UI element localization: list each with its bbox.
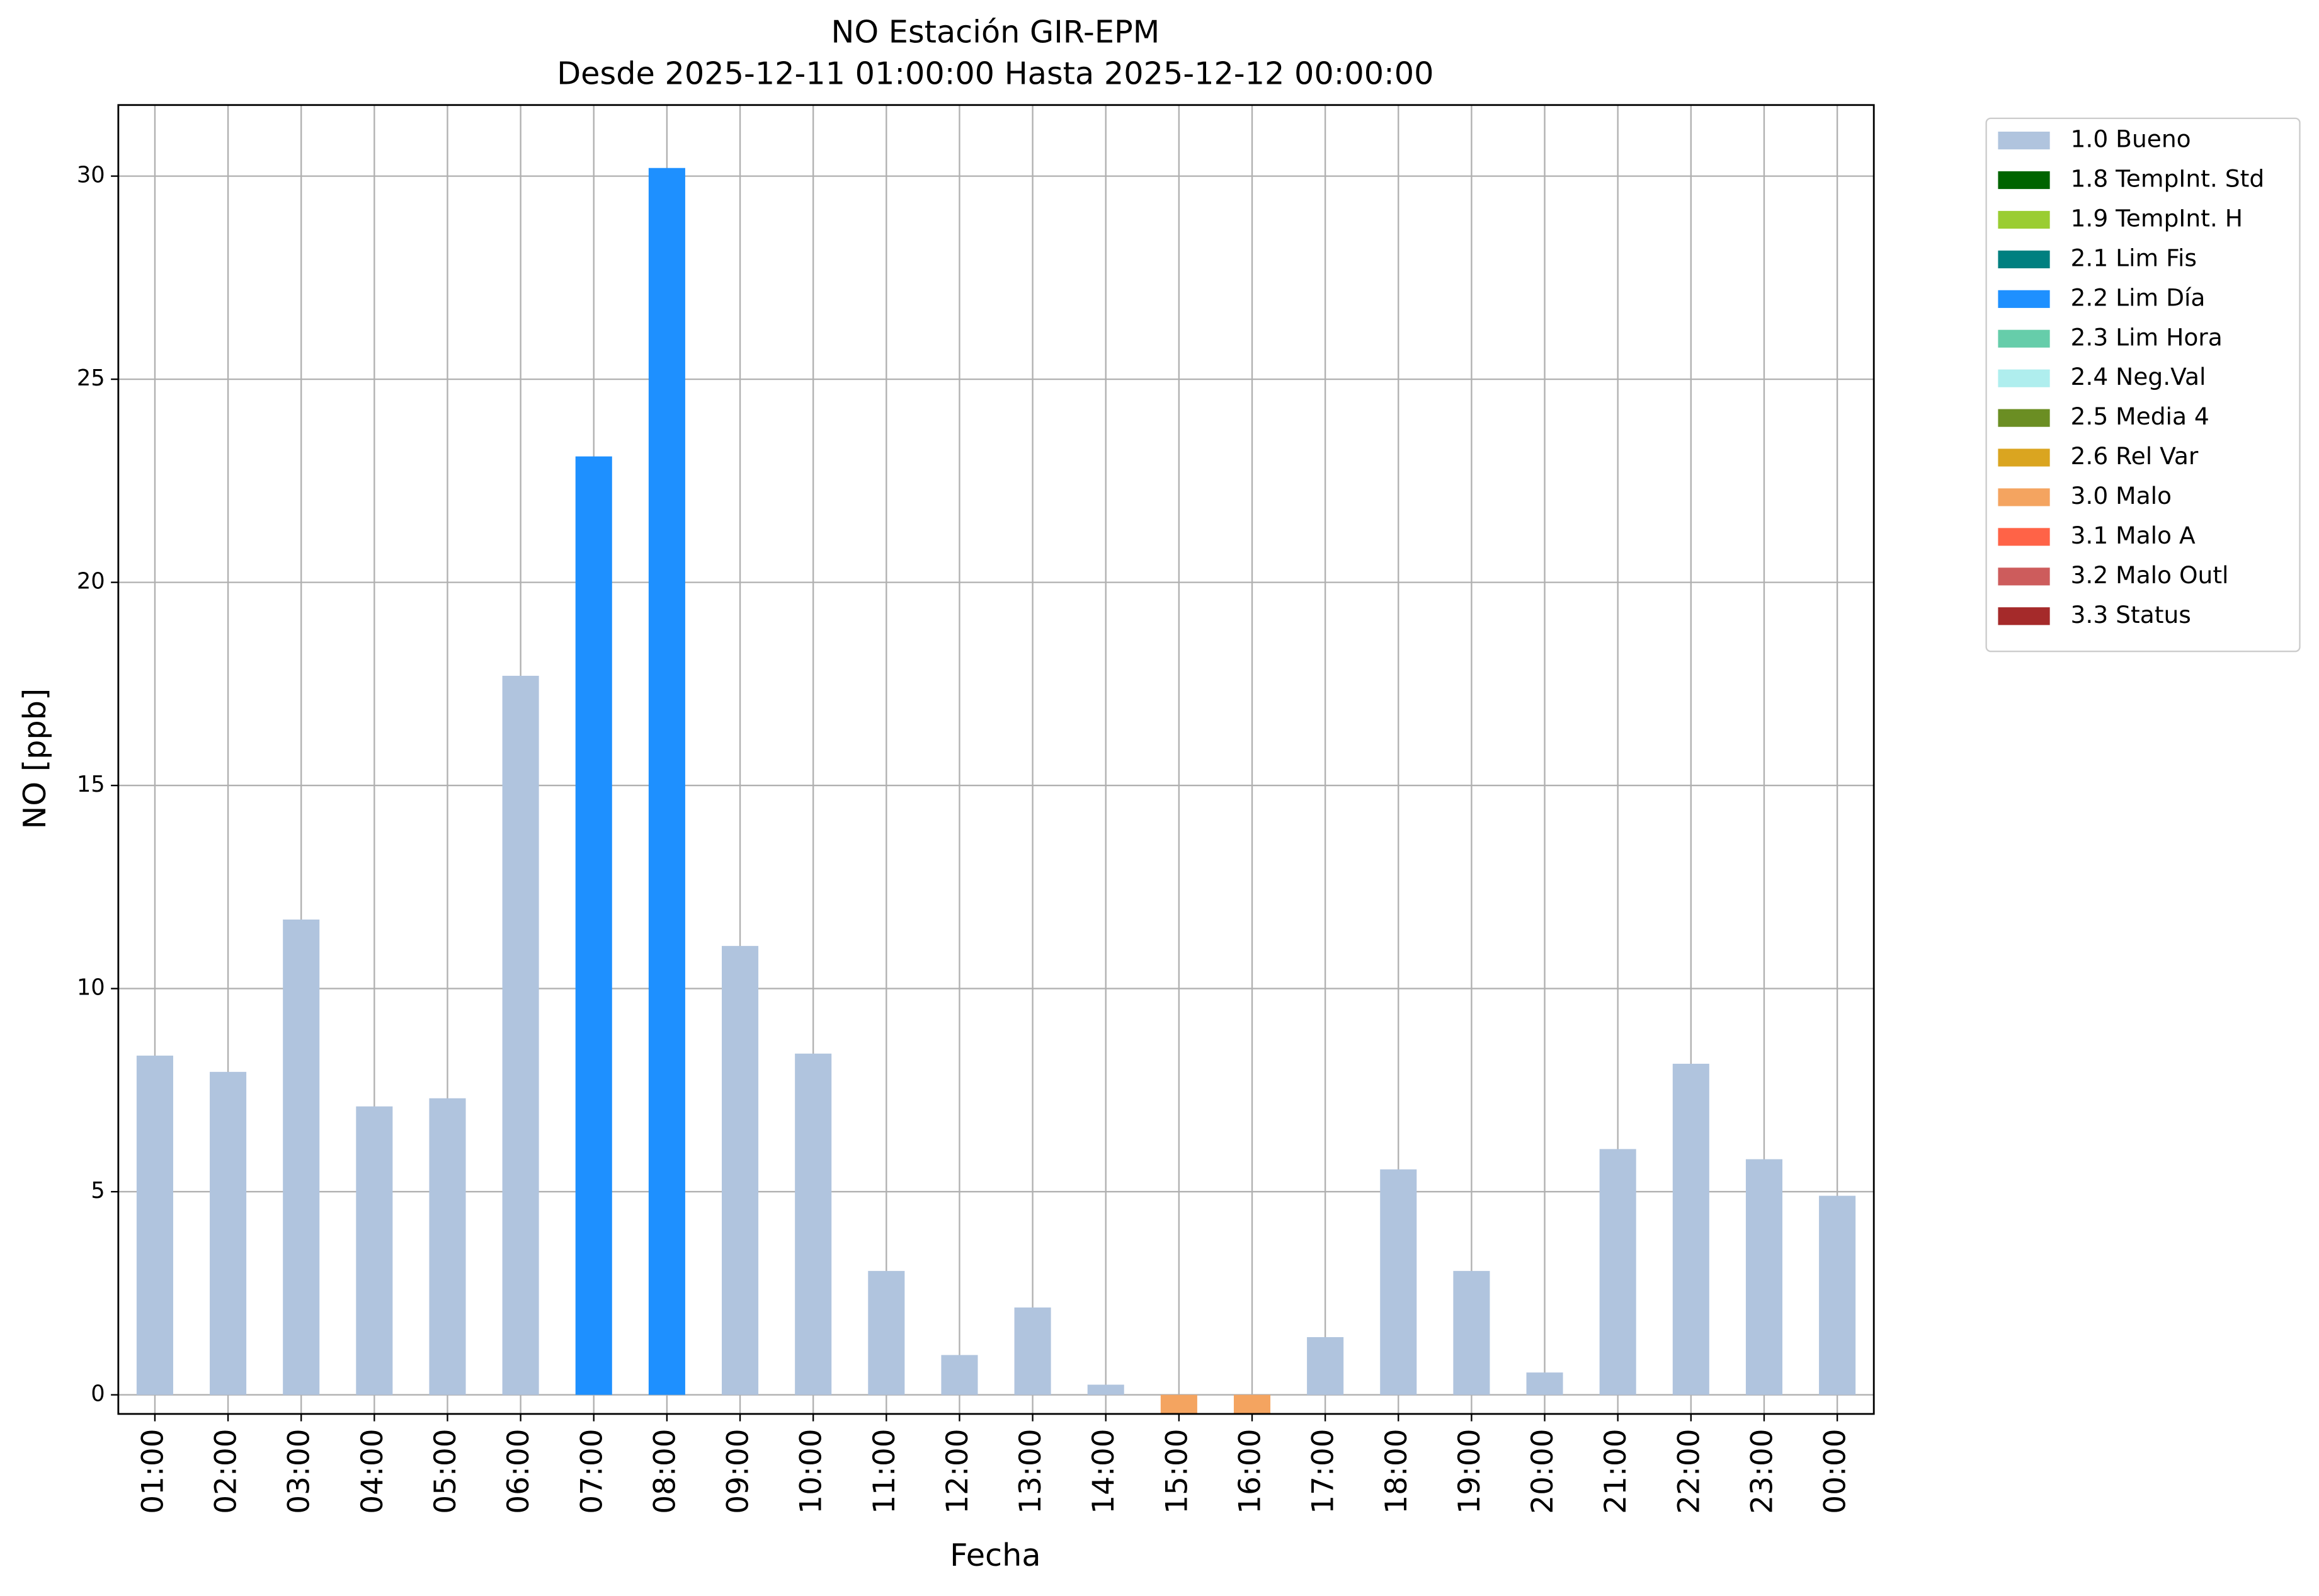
x-tick-label: 20:00 — [1525, 1428, 1560, 1513]
bar — [1160, 1394, 1197, 1413]
x-tick-label: 10:00 — [794, 1428, 829, 1513]
legend-swatch — [1998, 488, 2050, 506]
x-tick-label: 21:00 — [1598, 1428, 1633, 1513]
x-tick-label: 06:00 — [501, 1428, 536, 1513]
bar — [1819, 1195, 1856, 1395]
bar — [941, 1355, 978, 1395]
legend-label: 1.0 Bueno — [2071, 125, 2191, 153]
bar — [1380, 1169, 1417, 1395]
x-tick-label: 02:00 — [209, 1428, 244, 1513]
bar — [1526, 1372, 1563, 1395]
bar — [1453, 1270, 1490, 1395]
x-tick-label: 14:00 — [1086, 1428, 1121, 1513]
x-tick-label: 15:00 — [1160, 1428, 1194, 1513]
legend-label: 2.6 Rel Var — [2071, 442, 2199, 470]
y-tick-label: 20 — [77, 569, 105, 595]
bar — [868, 1270, 905, 1395]
y-tick-label: 5 — [91, 1178, 105, 1204]
x-tick-label: 07:00 — [574, 1428, 609, 1513]
legend-label: 1.9 TempInt. H — [2071, 204, 2243, 232]
legend-swatch — [1998, 290, 2050, 308]
plot-frame — [117, 104, 1875, 1415]
legend-label: 3.0 Malo — [2071, 482, 2172, 510]
legend-label: 2.1 Lim Fis — [2071, 244, 2197, 271]
x-tick-label: 09:00 — [721, 1428, 756, 1513]
legend-swatch — [1998, 210, 2050, 229]
bar — [1014, 1307, 1051, 1395]
bar — [502, 675, 539, 1395]
legend-swatch — [1998, 369, 2050, 387]
legend-label: 2.5 Media 4 — [2071, 402, 2209, 430]
x-tick-label: 11:00 — [867, 1428, 902, 1513]
legend-label: 3.3 Status — [2071, 601, 2191, 629]
bar — [722, 945, 759, 1395]
x-tick-label: 03:00 — [282, 1428, 317, 1513]
y-tick-label: 10 — [77, 975, 105, 1001]
x-tick-label: 08:00 — [647, 1428, 682, 1513]
chart-subtitle: Desde 2025-12-11 01:00:00 Hasta 2025-12-… — [557, 55, 1433, 91]
x-tick-label: 17:00 — [1306, 1428, 1341, 1513]
y-tick-label: 30 — [77, 162, 105, 188]
bar — [210, 1071, 247, 1395]
bar — [429, 1098, 466, 1395]
x-tick-label: 19:00 — [1452, 1428, 1487, 1513]
legend-swatch — [1998, 567, 2050, 586]
x-tick-label: 23:00 — [1745, 1428, 1779, 1513]
bar — [1233, 1394, 1271, 1413]
legend-label: 2.2 Lim Día — [2071, 283, 2206, 311]
bar — [1599, 1149, 1636, 1395]
y-tick-label: 15 — [77, 772, 105, 797]
bar — [356, 1106, 393, 1395]
x-tick-label: 01:00 — [135, 1428, 170, 1513]
legend-swatch — [1998, 528, 2050, 546]
chart-title: NO Estación GIR-EPM — [831, 14, 1160, 50]
bar — [1307, 1337, 1344, 1395]
x-tick-label: 13:00 — [1013, 1428, 1048, 1513]
bar — [1745, 1159, 1783, 1395]
legend-label: 2.3 Lim Hora — [2071, 323, 2223, 351]
bar — [1672, 1063, 1709, 1395]
bar — [283, 919, 320, 1395]
legend-label: 3.1 Malo A — [2071, 522, 2196, 549]
bar — [136, 1056, 173, 1395]
legend-swatch — [1998, 250, 2050, 268]
bar — [575, 456, 612, 1395]
legend-label: 2.4 Neg.Val — [2071, 363, 2206, 390]
x-tick-label: 00:00 — [1818, 1428, 1853, 1513]
x-tick-label: 05:00 — [428, 1428, 463, 1513]
legend-swatch — [1998, 409, 2050, 427]
x-tick-label: 16:00 — [1233, 1428, 1268, 1513]
legend-swatch — [1998, 132, 2050, 150]
legend-swatch — [1998, 171, 2050, 190]
y-tick-label: 0 — [91, 1381, 105, 1407]
bar — [648, 168, 685, 1395]
legend-label: 3.2 Malo Outl — [2071, 561, 2229, 589]
legend-label: 1.8 TempInt. Std — [2071, 165, 2265, 193]
x-tick-label: 04:00 — [355, 1428, 390, 1513]
legend-swatch — [1998, 607, 2050, 625]
y-tick-label: 25 — [77, 365, 105, 391]
bar — [795, 1053, 832, 1395]
x-tick-label: 18:00 — [1379, 1428, 1414, 1513]
legend-box — [1985, 117, 2301, 653]
x-axis-label: Fecha — [950, 1537, 1041, 1573]
legend-swatch — [1998, 448, 2050, 467]
bar — [1087, 1384, 1124, 1395]
y-axis-label: NO [ppb] — [16, 688, 53, 829]
x-tick-label: 12:00 — [940, 1428, 975, 1513]
x-tick-label: 22:00 — [1672, 1428, 1706, 1513]
legend-swatch — [1998, 329, 2050, 348]
